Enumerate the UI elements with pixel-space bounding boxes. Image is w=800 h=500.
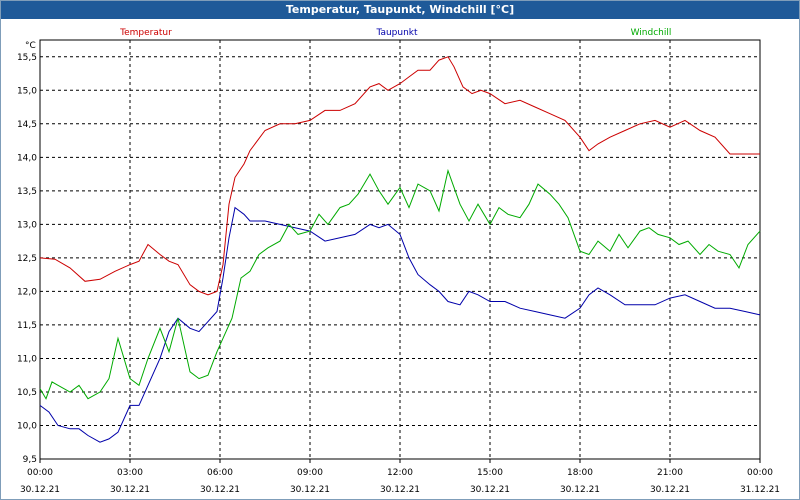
line-chart: 9,5 10,0 10,5 11,0 11,5 12,0 12,5 13,0 13,5 14,0 1… bbox=[17, 28, 780, 495]
x-tick-date-label: 30.12.21 bbox=[470, 485, 510, 495]
y-tick-label: 14,5 bbox=[17, 120, 37, 130]
series-layer bbox=[39, 56, 761, 443]
y-tick-label: 11,0 bbox=[17, 354, 37, 364]
x-tick-date-label: 30.12.21 bbox=[290, 485, 330, 495]
grid-lines bbox=[39, 40, 761, 463]
legend: Temperatur Taupunkt Windchill bbox=[119, 28, 671, 38]
y-tick-label: 15,0 bbox=[17, 86, 37, 96]
legend-entry-taupunkt: Taupunkt bbox=[375, 28, 418, 38]
y-tick-label: 13,5 bbox=[17, 187, 37, 197]
x-tick-time-label: 12:00 bbox=[387, 468, 413, 478]
x-tick-time-label: 03:00 bbox=[117, 468, 143, 478]
window-title: Temperatur, Taupunkt, Windchill [°C] bbox=[1, 1, 799, 19]
series-line-windchill bbox=[39, 168, 761, 400]
legend-entry-temperatur: Temperatur bbox=[119, 28, 172, 38]
y-tick-label: 9,5 bbox=[23, 455, 37, 465]
x-tick-time-label: 21:00 bbox=[657, 468, 683, 478]
x-tick-date-label: 30.12.21 bbox=[110, 485, 150, 495]
x-tick-time-label: 09:00 bbox=[297, 468, 323, 478]
y-tick-label: 10,5 bbox=[17, 388, 37, 398]
series-line-temperatur bbox=[39, 56, 760, 296]
x-tick-time-label: 18:00 bbox=[567, 468, 593, 478]
y-tick-label: 15,5 bbox=[17, 53, 37, 63]
y-tick-label: 14,0 bbox=[17, 153, 37, 163]
series-line-taupunkt bbox=[39, 206, 761, 443]
x-tick-time-label: 00:00 bbox=[27, 468, 53, 478]
x-tick-time-label: 00:00 bbox=[747, 468, 773, 478]
y-tick-label: 10,0 bbox=[17, 421, 37, 431]
axis-labels: 9,5 10,0 10,5 11,0 11,5 12,0 12,5 13,0 13,5 14,0 1… bbox=[17, 53, 780, 495]
x-tick-date-label: 30.12.21 bbox=[560, 485, 600, 495]
y-tick-label: 13,0 bbox=[17, 220, 37, 230]
x-tick-date-label: 30.12.21 bbox=[650, 485, 690, 495]
x-tick-date-label: 30.12.21 bbox=[200, 485, 240, 495]
x-tick-time-label: 06:00 bbox=[207, 468, 233, 478]
y-tick-label: 12,5 bbox=[17, 254, 37, 264]
legend-entry-windchill: Windchill bbox=[631, 28, 672, 38]
y-tick-label: 12,0 bbox=[17, 287, 37, 297]
y-axis-unit-label: °C bbox=[25, 41, 36, 51]
x-tick-time-label: 15:00 bbox=[477, 468, 503, 478]
x-tick-date-label: 30.12.21 bbox=[20, 485, 60, 495]
y-tick-label: 11,5 bbox=[17, 321, 37, 331]
x-tick-date-label: 30.12.21 bbox=[380, 485, 420, 495]
x-tick-date-label: 31.12.21 bbox=[740, 485, 780, 495]
